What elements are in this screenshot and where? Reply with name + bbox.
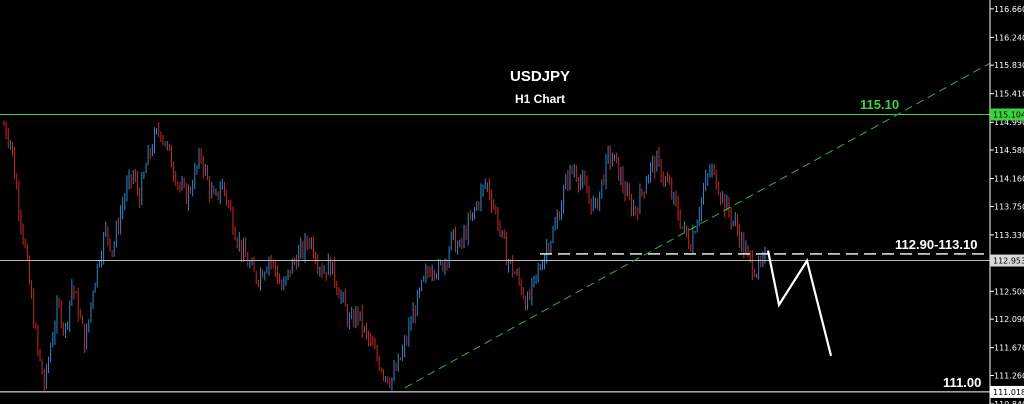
y-tick-label: 111.260 [994,371,1024,380]
level-lines [0,62,991,393]
chart-subtitle: H1 Chart [514,92,565,106]
y-tick-label: 115.410 [994,90,1024,99]
y-tick-label: 111.670 [994,344,1024,353]
y-tick-label: 110.840 [994,400,1024,404]
bid-price-box-text: 112.953 [993,257,1024,266]
y-tick-label: 113.750 [994,202,1024,211]
projection-path [766,250,833,357]
y-tick-label: 114.580 [994,146,1024,155]
support-price-box-text: 111.018 [993,388,1024,397]
y-tick-label: 112.090 [994,315,1024,324]
y-tick-label: 114.990 [994,118,1024,127]
price-axis: 116.660 116.240 115.830 115.410 114.990 114.5… [989,0,1024,404]
y-tick-label: 113.330 [994,231,1024,240]
trendline [404,62,991,389]
support-label: 111.00 [943,374,982,390]
plot-area [0,0,990,404]
y-tick-label: 115.830 [994,61,1024,70]
resistance-price-box [990,108,1024,121]
y-tick-label: 116.240 [994,33,1024,42]
y-tick-label: 112.500 [994,287,1024,296]
resistance-label: 115.10 [860,97,900,113]
candles [3,120,766,391]
zone-label: 112.90-113.10 [895,236,978,252]
support-price-box [990,385,1024,398]
chart-title: USDJPY [509,68,571,85]
y-tick-label: 114.160 [994,175,1024,184]
y-tick-label: 116.660 [994,5,1024,14]
resistance-price-box-text: 115.104 [993,110,1024,119]
bid-price-box [990,254,1024,267]
